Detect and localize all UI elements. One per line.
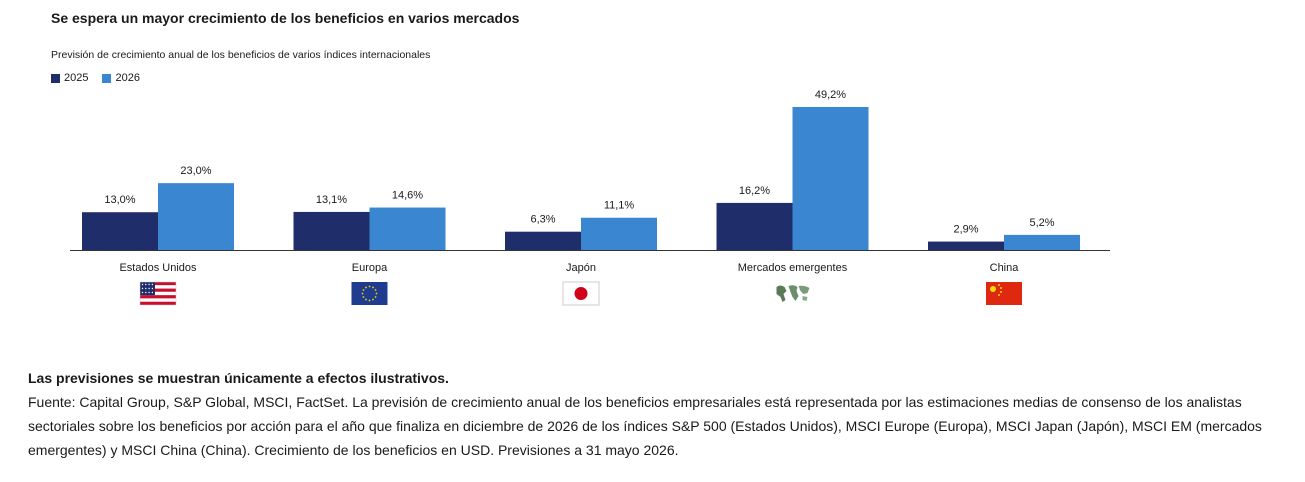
bar-chart: 13,0% 23,0% Estados Unidos 13,1% 14,6% Europa… xyxy=(70,89,1110,306)
legend-label-2026: 2026 xyxy=(115,72,140,84)
bar-2026-japon xyxy=(581,217,657,250)
bar-2025-japon xyxy=(505,231,581,250)
chart-subtitle: Previsión de crecimiento anual de los be… xyxy=(51,49,431,61)
data-label-2025-europa: 13,1% xyxy=(316,194,347,206)
legend-swatch-2026 xyxy=(102,73,112,83)
bar-2026-estados-unidos xyxy=(158,183,234,250)
category-label-mercados-emergentes: Mercados emergentes xyxy=(738,262,848,274)
category-label-japon: Japón xyxy=(566,262,596,274)
category-label-estados-unidos: Estados Unidos xyxy=(119,262,197,274)
us-flag-icon xyxy=(139,281,177,306)
bar-2026-mercados-emergentes xyxy=(792,107,869,250)
world-map-icon xyxy=(774,282,811,305)
data-label-2026-japon: 11,1% xyxy=(604,200,635,212)
legend-swatch-2025 xyxy=(51,73,60,83)
japan-flag-icon xyxy=(562,281,600,306)
source-text: Fuente: Capital Group, S&P Global, MSCI,… xyxy=(28,394,1262,458)
bar-2026-europa xyxy=(369,207,446,250)
data-label-2025-estados-unidos: 13,0% xyxy=(104,194,135,206)
legend: 2025 2026 xyxy=(51,72,150,84)
data-label-2025-japon: 6,3% xyxy=(530,214,555,226)
bar-2026-china xyxy=(1004,234,1080,250)
chart-title: Se espera un mayor crecimiento de los be… xyxy=(51,10,520,26)
legend-item-2026: 2026 xyxy=(102,72,140,84)
data-label-2026-estados-unidos: 23,0% xyxy=(180,165,211,177)
data-label-2025-china: 2,9% xyxy=(953,224,978,236)
data-label-2025-mercados-emergentes: 16,2% xyxy=(739,185,770,197)
china-flag-icon xyxy=(986,282,1022,305)
bar-2025-china xyxy=(928,241,1004,250)
disclaimer-text: Las previsiones se muestran únicamente a… xyxy=(28,370,449,386)
notes: Las previsiones se muestran únicamente a… xyxy=(28,366,1293,462)
category-label-china: China xyxy=(990,262,1020,274)
legend-label-2025: 2025 xyxy=(64,72,89,84)
bar-2025-europa xyxy=(293,211,370,250)
bar-2025-estados-unidos xyxy=(82,212,158,250)
data-label-2026-china: 5,2% xyxy=(1029,217,1054,229)
bar-2025-mercados-emergentes xyxy=(716,202,793,250)
legend-item-2025: 2025 xyxy=(51,72,88,84)
eu-flag-icon xyxy=(351,282,388,305)
category-label-europa: Europa xyxy=(352,262,388,274)
data-label-2026-mercados-emergentes: 49,2% xyxy=(815,89,846,101)
data-label-2026-europa: 14,6% xyxy=(392,190,423,202)
